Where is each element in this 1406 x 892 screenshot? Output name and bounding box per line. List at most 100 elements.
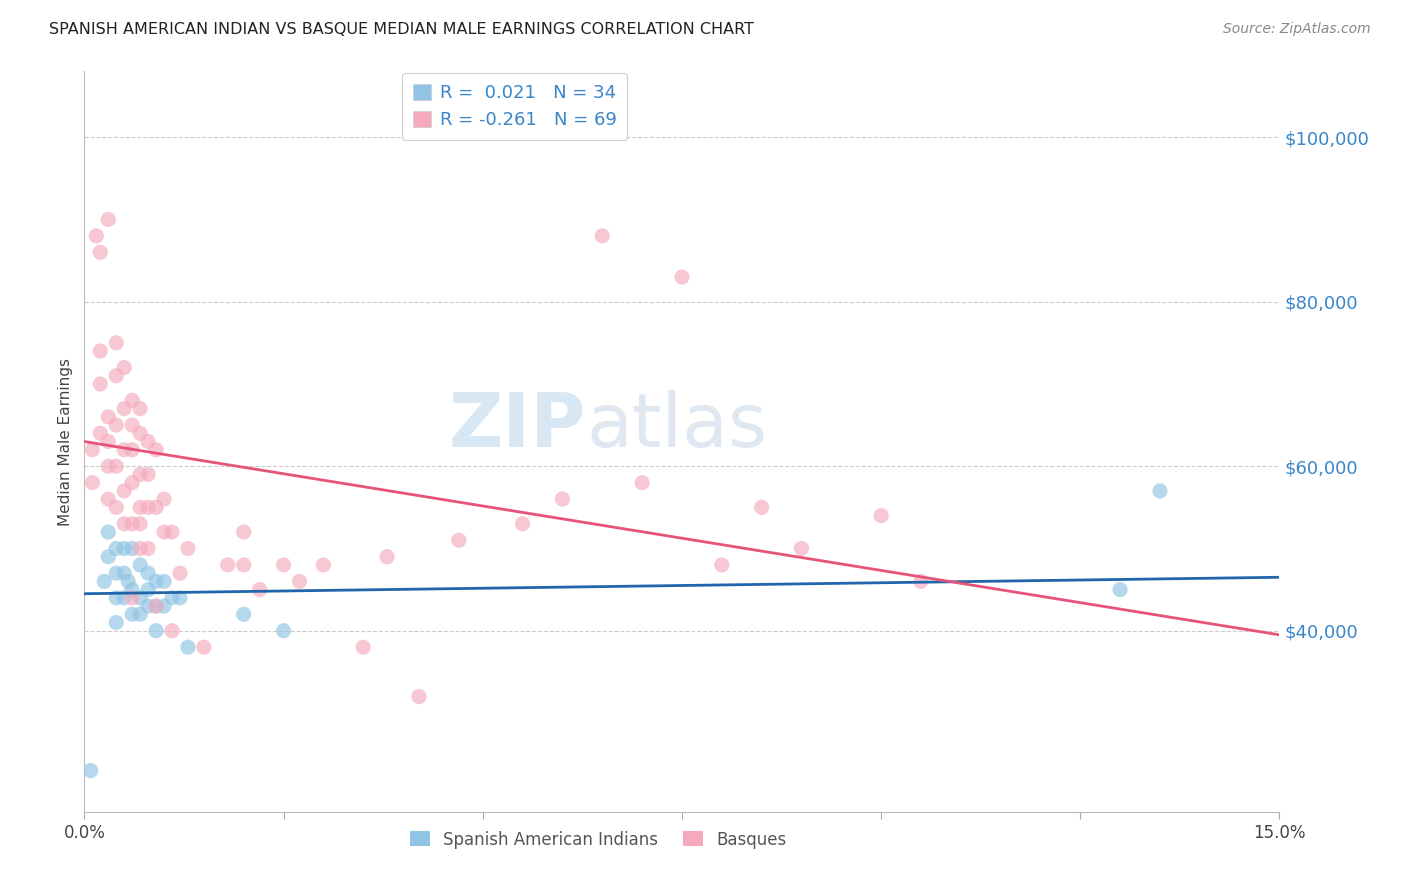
Point — [408, 690, 430, 704]
Point — [751, 500, 773, 515]
Point — [105, 541, 128, 556]
Point — [112, 483, 135, 498]
Point — [447, 533, 470, 548]
Point — [136, 599, 159, 613]
Point — [97, 524, 120, 539]
Point — [105, 335, 128, 350]
Point — [89, 821, 111, 835]
Point — [249, 582, 271, 597]
Y-axis label: Median Male Earnings: Median Male Earnings — [58, 358, 73, 525]
Point — [112, 566, 135, 581]
Point — [97, 409, 120, 424]
Point — [136, 566, 159, 581]
Point — [129, 558, 152, 572]
Point — [551, 492, 574, 507]
Point — [145, 500, 167, 515]
Point — [136, 467, 159, 482]
Point — [273, 558, 295, 572]
Point — [121, 582, 143, 597]
Point — [105, 566, 128, 581]
Point — [145, 599, 167, 613]
Point — [89, 245, 111, 260]
Point — [273, 624, 295, 638]
Point — [121, 541, 143, 556]
Point — [105, 500, 128, 515]
Point — [145, 599, 167, 613]
Point — [145, 574, 167, 589]
Point — [232, 607, 254, 622]
Point — [177, 640, 200, 655]
Point — [129, 426, 152, 441]
Point — [591, 228, 613, 243]
Point — [89, 376, 111, 391]
Point — [105, 368, 128, 383]
Point — [352, 640, 374, 655]
Point — [112, 591, 135, 605]
Point — [288, 574, 311, 589]
Point — [512, 516, 534, 531]
Point — [160, 591, 183, 605]
Text: ZIP: ZIP — [449, 390, 586, 463]
Point — [121, 475, 143, 490]
Point — [121, 591, 143, 605]
Point — [136, 500, 159, 515]
Point — [232, 524, 254, 539]
Point — [112, 360, 135, 375]
Text: atlas: atlas — [586, 390, 768, 463]
Point — [86, 228, 108, 243]
Point — [129, 500, 152, 515]
Point — [631, 475, 654, 490]
Point — [145, 624, 167, 638]
Point — [112, 401, 135, 416]
Point — [145, 442, 167, 457]
Point — [193, 640, 215, 655]
Point — [97, 492, 120, 507]
Point — [160, 624, 183, 638]
Point — [870, 508, 893, 523]
Point — [136, 434, 159, 449]
Point — [121, 418, 143, 433]
Point — [375, 549, 398, 564]
Point — [910, 574, 932, 589]
Point — [121, 607, 143, 622]
Point — [121, 516, 143, 531]
Point — [89, 426, 111, 441]
Point — [790, 541, 813, 556]
Text: SPANISH AMERICAN INDIAN VS BASQUE MEDIAN MALE EARNINGS CORRELATION CHART: SPANISH AMERICAN INDIAN VS BASQUE MEDIAN… — [49, 22, 754, 37]
Point — [160, 524, 183, 539]
Point — [136, 541, 159, 556]
Point — [177, 541, 200, 556]
Point — [153, 524, 176, 539]
Point — [105, 418, 128, 433]
Point — [129, 516, 152, 531]
Point — [97, 434, 120, 449]
Point — [153, 492, 176, 507]
Point — [129, 591, 152, 605]
Point — [129, 541, 152, 556]
Point — [80, 764, 103, 778]
Point — [153, 599, 176, 613]
Point — [1149, 483, 1171, 498]
Point — [112, 516, 135, 531]
Point — [129, 607, 152, 622]
Point — [82, 475, 104, 490]
Point — [129, 401, 152, 416]
Point — [105, 591, 128, 605]
Point — [97, 459, 120, 474]
Point — [129, 467, 152, 482]
Point — [117, 574, 139, 589]
Point — [105, 459, 128, 474]
Point — [671, 270, 693, 285]
Point — [1109, 582, 1132, 597]
Point — [93, 574, 115, 589]
Point — [121, 442, 143, 457]
Point — [136, 582, 159, 597]
Point — [169, 566, 191, 581]
Point — [97, 212, 120, 227]
Point — [710, 558, 733, 572]
Legend: Spanish American Indians, Basques: Spanish American Indians, Basques — [404, 824, 793, 855]
Point — [112, 442, 135, 457]
Point — [217, 558, 239, 572]
Point — [112, 541, 135, 556]
Point — [105, 615, 128, 630]
